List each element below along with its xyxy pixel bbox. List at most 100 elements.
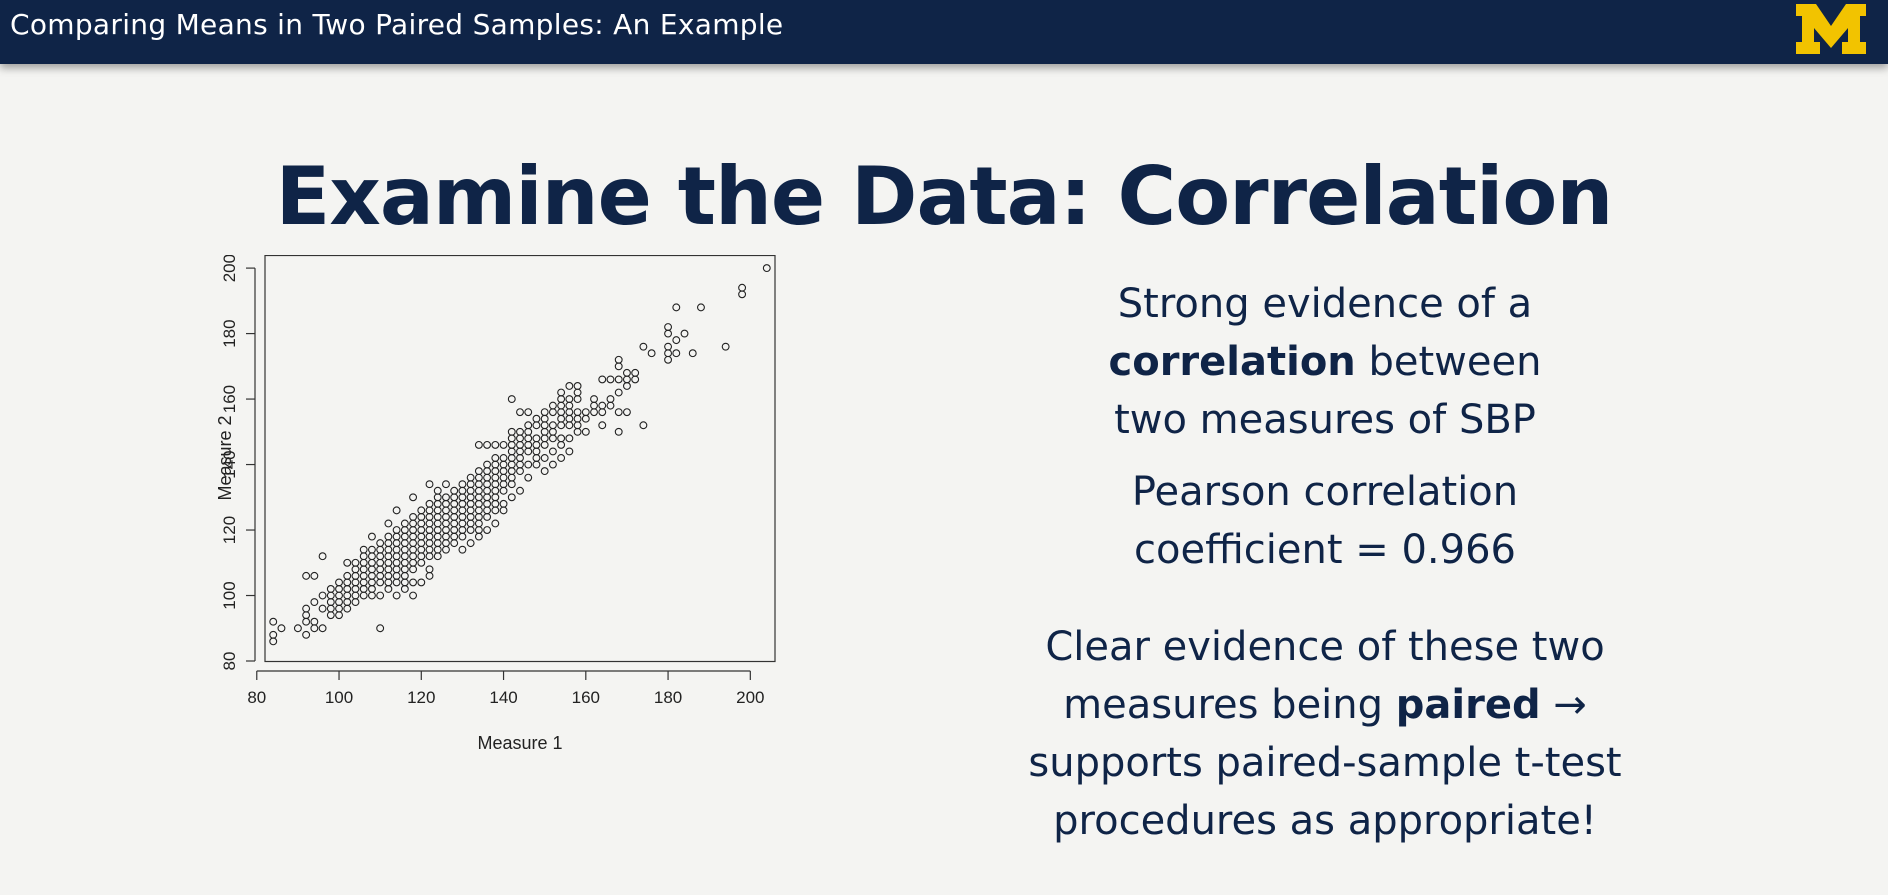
data-point [335,604,343,613]
data-point [302,630,311,639]
data-point [664,349,673,358]
data-point [540,414,549,423]
data-point [417,552,426,561]
data-point [697,303,705,312]
data-point [442,532,450,541]
data-point [343,604,352,613]
data-point [458,519,467,528]
data-point [721,342,730,351]
data-point [392,532,401,541]
data-point [483,486,492,495]
data-point [524,427,533,436]
data-point [376,571,385,580]
data-point [450,519,459,528]
data-point [326,611,335,620]
data-point [367,552,376,561]
y-tick-label: 120 [220,516,239,544]
data-point [507,493,516,502]
data-point [565,434,574,443]
data-point [442,519,450,528]
data-point [466,512,475,521]
data-point [499,460,508,469]
data-point [384,545,393,554]
data-point [400,578,409,587]
data-point [425,539,434,548]
data-point [474,440,483,449]
data-point [409,526,418,534]
data-point [598,408,607,417]
data-point [614,427,623,436]
data-point [598,375,607,384]
data-point [664,329,673,338]
data-point [310,617,319,626]
data-point [326,585,335,593]
data-point [417,506,426,515]
data-point [516,427,524,436]
data-point [557,401,566,410]
data-point [442,526,450,534]
data-point [491,493,500,502]
data-point [400,571,409,580]
data-point [614,388,623,397]
data-point [326,604,335,613]
data-point [417,526,426,534]
data-point [359,565,368,574]
data-point [392,565,401,574]
data-point [474,512,483,521]
data-point [409,532,418,541]
data-point [557,388,566,397]
data-point [483,506,492,515]
data-point [359,545,368,554]
data-point [376,545,385,554]
data-point [762,264,771,273]
data-point [400,532,409,541]
y-tick-label: 180 [220,319,239,347]
data-point [507,480,516,489]
data-point [433,499,442,508]
data-point [573,427,582,436]
data-point [507,434,516,443]
data-point [392,552,401,561]
data-point [474,480,483,489]
data-point [532,447,541,456]
data-point [458,506,467,515]
data-point [433,486,442,495]
chart-points [269,264,771,646]
data-point [622,368,631,377]
data-point [548,408,557,417]
data-point [672,336,681,345]
data-point [483,467,492,476]
data-point [417,578,426,587]
data-point [499,499,508,508]
data-point [491,519,500,528]
data-point [409,552,418,561]
data-point [384,519,393,528]
data-point [400,539,409,548]
text-line: correlation between [1020,333,1630,391]
data-point [351,565,360,574]
data-point [483,480,492,489]
university-logo-icon [1796,4,1866,54]
data-point [466,493,475,502]
paired-conclusion-text: Clear evidence of these two measures bei… [1020,618,1630,850]
data-point [450,532,459,541]
data-point [540,427,549,436]
logo-m-shape [1796,4,1866,54]
data-point [639,421,648,430]
data-point [738,283,747,292]
data-point [376,558,385,567]
x-tick-label: 200 [736,688,764,707]
bold-term-correlation: correlation [1108,339,1356,385]
data-point [688,349,697,358]
data-point [359,552,368,561]
data-point [343,558,352,567]
data-point [483,473,492,482]
data-point [433,519,442,528]
x-tick-label: 120 [407,688,435,707]
data-point [442,539,450,548]
data-point [417,512,426,521]
data-point [384,532,393,541]
data-point [376,539,385,548]
data-point [474,506,483,515]
data-point [590,395,598,404]
